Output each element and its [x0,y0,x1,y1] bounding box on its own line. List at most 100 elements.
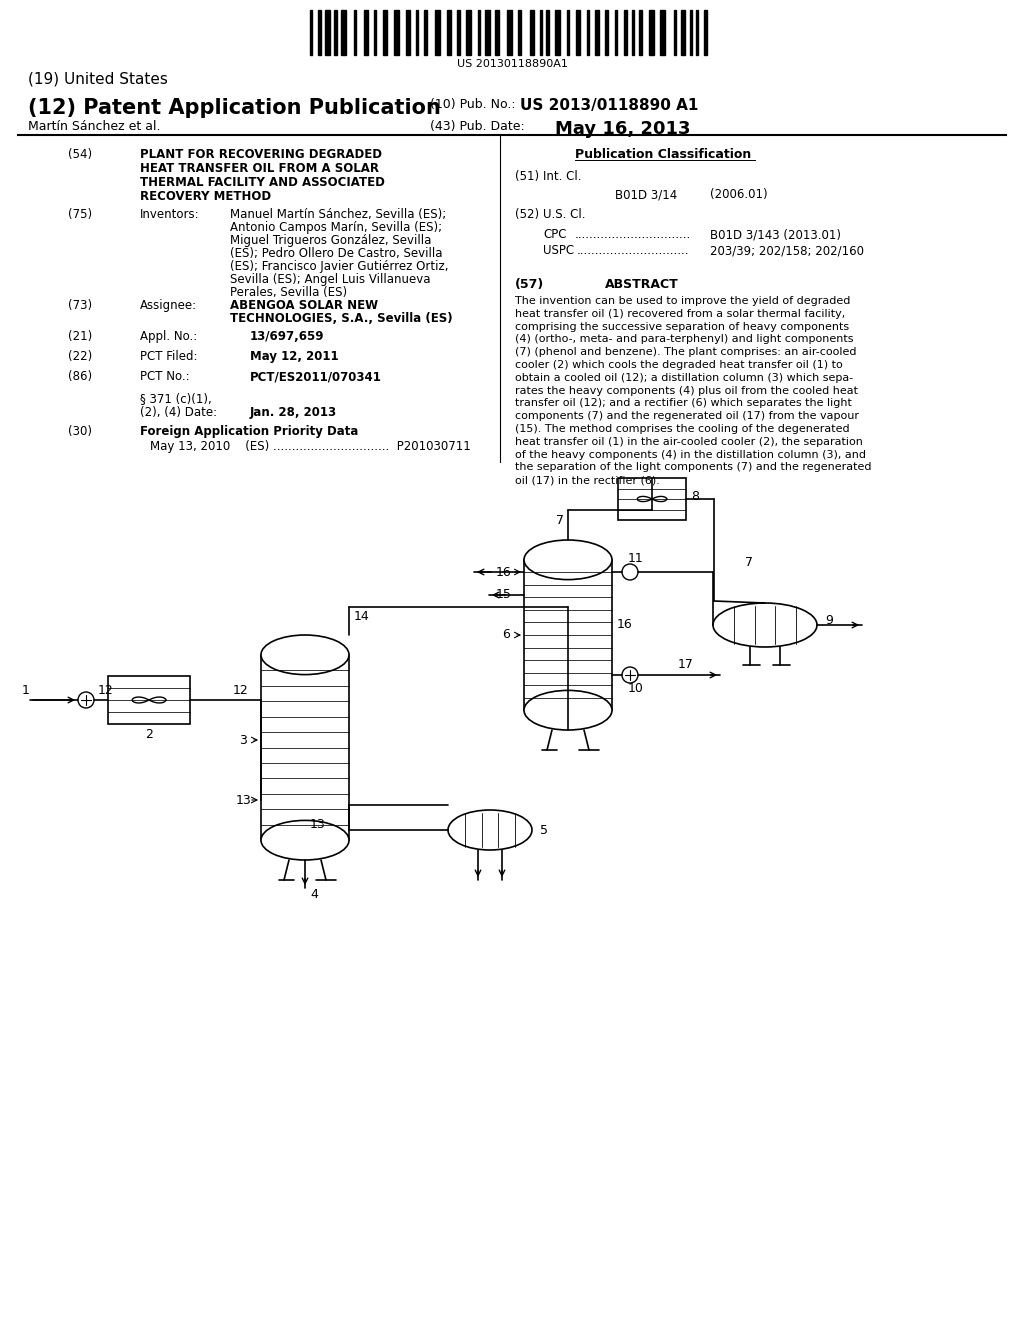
Text: 13/697,659: 13/697,659 [250,330,325,343]
Text: (54): (54) [68,148,92,161]
Text: cooler (2) which cools the degraded heat transfer oil (1) to: cooler (2) which cools the degraded heat… [515,360,843,370]
Text: 12: 12 [233,685,249,697]
Bar [374,11,376,55]
Text: TECHNOLOGIES, S.A., Sevilla (ES): TECHNOLOGIES, S.A., Sevilla (ES) [230,312,453,325]
Text: US 2013/0118890 A1: US 2013/0118890 A1 [520,98,698,114]
Ellipse shape [524,690,612,730]
Text: (30): (30) [68,425,92,438]
Bar [310,11,312,55]
Text: B01D 3/143 (2013.01): B01D 3/143 (2013.01) [710,228,841,242]
Text: May 16, 2013: May 16, 2013 [555,120,690,139]
Bar [394,11,399,55]
Text: U.S. Cl.: U.S. Cl. [543,209,586,220]
Bar [605,11,608,55]
Text: transfer oil (12); and a rectifier (6) which separates the light: transfer oil (12); and a rectifier (6) w… [515,399,852,408]
Text: Miguel Trigueros González, Sevilla: Miguel Trigueros González, Sevilla [230,234,431,247]
Circle shape [622,667,638,682]
Text: (2006.01): (2006.01) [710,187,768,201]
Text: May 13, 2010    (ES) ...............................  P201030711: May 13, 2010 (ES) ......................… [150,440,471,453]
Text: ...............................: ............................... [575,228,691,242]
Circle shape [622,564,638,579]
Text: (52): (52) [515,209,539,220]
Text: Manuel Martín Sánchez, Sevilla (ES);: Manuel Martín Sánchez, Sevilla (ES); [230,209,446,220]
Bar [478,11,480,55]
Text: PLANT FOR RECOVERING DEGRADED: PLANT FOR RECOVERING DEGRADED [140,148,382,161]
Bar [435,11,440,55]
Bar [334,11,337,55]
Text: RECOVERY METHOD: RECOVERY METHOD [140,190,271,203]
Bar [555,11,560,55]
Text: (15). The method comprises the cooling of the degenerated: (15). The method comprises the cooling o… [515,424,850,434]
Bar [447,11,451,55]
Bar [546,11,549,55]
Text: (43) Pub. Date:: (43) Pub. Date: [430,120,524,133]
Text: 16: 16 [617,619,633,631]
Text: Int. Cl.: Int. Cl. [543,170,582,183]
Text: 1: 1 [22,685,30,697]
Text: 8: 8 [691,490,699,503]
Text: Martín Sánchez et al.: Martín Sánchez et al. [28,120,161,133]
Text: Jan. 28, 2013: Jan. 28, 2013 [250,407,337,418]
Text: (4) (ortho-, meta- and para-terphenyl) and light components: (4) (ortho-, meta- and para-terphenyl) a… [515,334,853,345]
Bar [364,11,368,55]
Bar [696,11,698,55]
Text: 14: 14 [354,610,370,623]
Bar [518,11,521,55]
Bar [507,11,512,55]
Bar [261,655,349,841]
Bar [690,11,692,55]
Text: Antonio Campos Marín, Sevilla (ES);: Antonio Campos Marín, Sevilla (ES); [230,220,442,234]
Text: THERMAL FACILITY AND ASSOCIATED: THERMAL FACILITY AND ASSOCIATED [140,176,385,189]
Bar [424,11,427,55]
Text: B01D 3/14: B01D 3/14 [615,187,677,201]
Text: (51): (51) [515,170,539,183]
Bar [681,11,685,55]
Text: oil (17) in the rectifier (6).: oil (17) in the rectifier (6). [515,475,659,486]
Bar [705,11,707,55]
Text: (57): (57) [515,279,544,290]
Text: Publication Classification: Publication Classification [575,148,752,161]
Text: rates the heavy components (4) plus oil from the cooled heat: rates the heavy components (4) plus oil … [515,385,858,396]
Text: (2), (4) Date:: (2), (4) Date: [140,407,217,418]
Text: (10) Pub. No.:: (10) Pub. No.: [430,98,516,111]
Bar [632,11,634,55]
Bar [383,11,387,55]
Text: heat transfer oil (1) in the air-cooled cooler (2), the separation: heat transfer oil (1) in the air-cooled … [515,437,863,446]
Bar [495,11,499,55]
Text: (75): (75) [68,209,92,220]
Text: US 20130118890A1: US 20130118890A1 [457,59,567,69]
Ellipse shape [524,540,612,579]
Text: of the heavy components (4) in the distillation column (3), and: of the heavy components (4) in the disti… [515,450,866,459]
Text: 6: 6 [502,628,510,642]
Text: PCT No.:: PCT No.: [140,370,189,383]
Bar [649,11,654,55]
Bar [318,11,321,55]
Bar [618,478,686,520]
Text: comprising the successive separation of heavy components: comprising the successive separation of … [515,322,849,331]
Bar [660,11,665,55]
Bar [615,11,617,55]
Bar [485,11,490,55]
Text: 13: 13 [310,818,326,832]
Text: (12) Patent Application Publication: (12) Patent Application Publication [28,98,441,117]
Text: USPC: USPC [543,244,574,257]
Text: 15: 15 [496,589,512,602]
Text: 12: 12 [98,685,114,697]
Ellipse shape [261,635,349,675]
Text: May 12, 2011: May 12, 2011 [250,350,339,363]
Text: components (7) and the regenerated oil (17) from the vapour: components (7) and the regenerated oil (… [515,412,859,421]
Text: 5: 5 [540,824,548,837]
Text: (86): (86) [68,370,92,383]
Bar [457,11,460,55]
Text: § 371 (c)(1),: § 371 (c)(1), [140,392,212,405]
Bar [587,11,589,55]
Bar [108,676,190,723]
Text: 203/39; 202/158; 202/160: 203/39; 202/158; 202/160 [710,244,864,257]
Text: 2: 2 [145,727,153,741]
Bar [595,11,599,55]
Bar [341,11,346,55]
Text: obtain a cooled oil (12); a distillation column (3) which sepa-: obtain a cooled oil (12); a distillation… [515,372,853,383]
Text: (21): (21) [68,330,92,343]
Text: 13: 13 [236,793,252,807]
Text: The invention can be used to improve the yield of degraded: The invention can be used to improve the… [515,296,850,306]
